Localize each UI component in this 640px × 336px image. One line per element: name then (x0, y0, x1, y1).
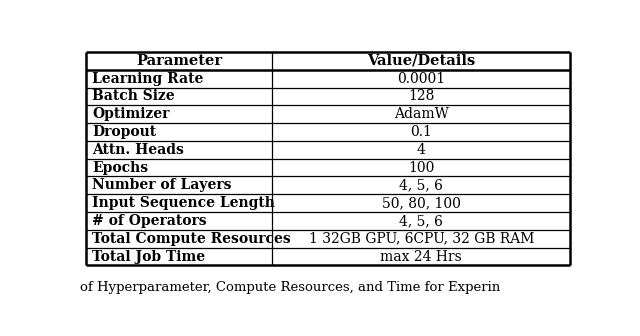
Text: Batch Size: Batch Size (92, 89, 175, 103)
Text: Learning Rate: Learning Rate (92, 72, 204, 86)
Text: 128: 128 (408, 89, 435, 103)
Text: AdamW: AdamW (394, 107, 449, 121)
Text: Total Job Time: Total Job Time (92, 250, 205, 263)
Text: 4, 5, 6: 4, 5, 6 (399, 214, 443, 228)
Text: Total Compute Resources: Total Compute Resources (92, 232, 291, 246)
Text: max 24 Hrs: max 24 Hrs (380, 250, 462, 263)
Text: # of Operators: # of Operators (92, 214, 207, 228)
Text: Epochs: Epochs (92, 161, 148, 175)
Text: Input Sequence Length: Input Sequence Length (92, 196, 275, 210)
Text: Dropout: Dropout (92, 125, 156, 139)
Text: Attn. Heads: Attn. Heads (92, 143, 184, 157)
Text: 0.0001: 0.0001 (397, 72, 445, 86)
Text: 100: 100 (408, 161, 435, 175)
Text: Parameter: Parameter (136, 54, 222, 68)
Text: of Hyperparameter, Compute Resources, and Time for Experin: of Hyperparameter, Compute Resources, an… (80, 281, 500, 294)
Text: Number of Layers: Number of Layers (92, 178, 232, 193)
Text: 4, 5, 6: 4, 5, 6 (399, 178, 443, 193)
Text: Value/Details: Value/Details (367, 54, 476, 68)
Text: 50, 80, 100: 50, 80, 100 (381, 196, 461, 210)
Text: Optimizer: Optimizer (92, 107, 169, 121)
Text: 4: 4 (417, 143, 426, 157)
Text: 1 32GB GPU, 6CPU, 32 GB RAM: 1 32GB GPU, 6CPU, 32 GB RAM (308, 232, 534, 246)
Text: 0.1: 0.1 (410, 125, 432, 139)
